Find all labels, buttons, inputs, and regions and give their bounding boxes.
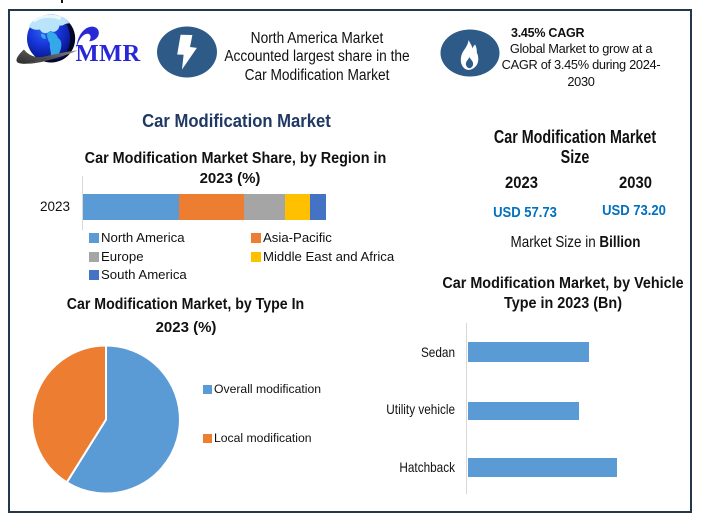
svg-text:MMR: MMR bbox=[76, 40, 141, 67]
